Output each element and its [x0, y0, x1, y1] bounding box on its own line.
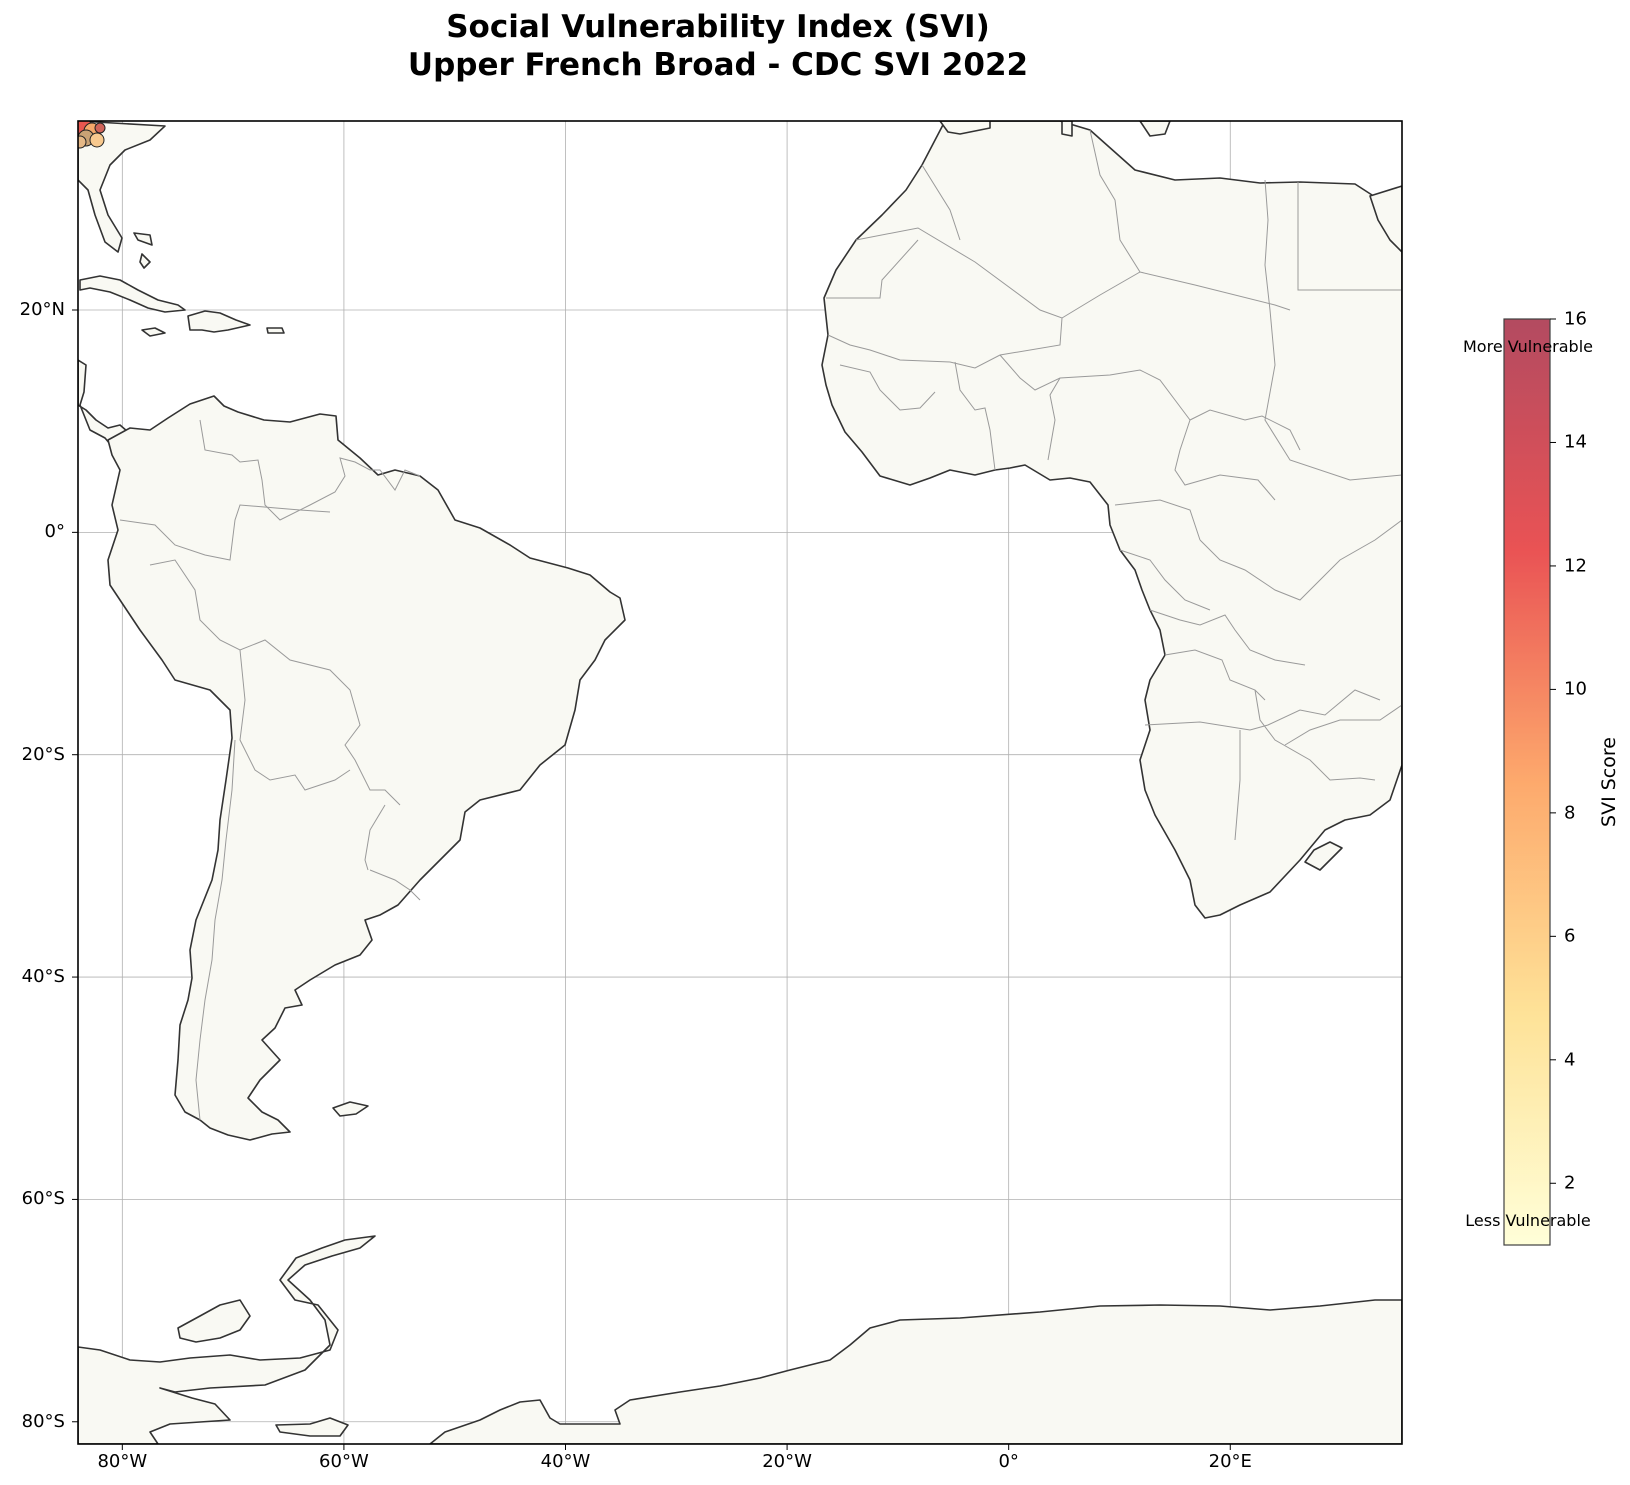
more-vulnerable-note: More Vulnerable: [1462, 337, 1594, 356]
colorbar-tick-marks: [1550, 318, 1556, 1184]
x-tick-label: 20°E: [1208, 1451, 1252, 1472]
title-line-1: Social Vulnerability Index (SVI): [446, 9, 990, 45]
x-tick-marks: [121, 1444, 1231, 1450]
arabian-land: [1369, 185, 1402, 253]
bahamas-island: [133, 232, 153, 269]
map-title: Social Vulnerability Index (SVI) Upper F…: [0, 8, 1436, 84]
y-tick-label: 60°S: [21, 1188, 65, 1210]
x-tick-label: 0°: [998, 1451, 1019, 1472]
berkner-island: [275, 1417, 349, 1437]
colorbar-tick-label: 6: [1564, 925, 1576, 947]
y-tick-label: 40°S: [21, 966, 65, 988]
antarctic-peninsula: [177, 1299, 251, 1343]
y-tick-marks: [72, 309, 78, 1423]
africa-land: [821, 121, 1402, 919]
svi-marker: [94, 122, 106, 134]
north-america-land: [78, 121, 166, 253]
x-tick-label: 40°W: [540, 1451, 591, 1472]
x-tick-label: 60°W: [319, 1451, 369, 1472]
colorbar-tick-label: 16: [1564, 308, 1587, 330]
y-tick-label: 20°N: [19, 299, 65, 320]
x-tick-label: 80°W: [97, 1451, 148, 1472]
svi-tract-markers: [78, 121, 106, 149]
colorbar-tick-label: 2: [1564, 1172, 1576, 1194]
x-tick-label: 20°W: [762, 1451, 812, 1472]
svi-marker: [89, 132, 105, 148]
colorbar-label: SVI Score: [1598, 737, 1620, 827]
country-borders: [119, 129, 1402, 1121]
y-tick-label: 20°S: [21, 743, 65, 765]
italy-land: [1061, 121, 1073, 137]
hispaniola-island: [187, 310, 251, 333]
cuba-island: [79, 275, 186, 313]
antarctica-land: [78, 1235, 376, 1444]
jamaica-island: [141, 327, 166, 337]
colorbar-tick-label: 14: [1564, 431, 1587, 453]
title-line-2: Upper French Broad - CDC SVI 2022: [407, 47, 1029, 83]
colorbar-tick-label: 10: [1564, 678, 1587, 700]
colorbar-tick-label: 8: [1564, 802, 1576, 824]
puerto-rico-island: [266, 327, 285, 334]
south-america-land: [107, 395, 626, 1141]
antarctica-east-land: [429, 1299, 1402, 1444]
colorbar-tick-label: 12: [1564, 555, 1587, 577]
falkland-islands: [332, 1101, 369, 1117]
map-frame: [77, 120, 1403, 1445]
less-vulnerable-note: Less Vulnerable: [1465, 1211, 1591, 1230]
colorbar: [1503, 318, 1551, 1246]
y-tick-label: 0°: [44, 521, 65, 543]
colorbar-tick-label: 4: [1564, 1049, 1576, 1071]
madagascar-island: [1304, 841, 1343, 871]
svi-marker: [78, 135, 87, 149]
europe-land: [939, 121, 1171, 137]
y-tick-label: 80°S: [21, 1410, 65, 1432]
